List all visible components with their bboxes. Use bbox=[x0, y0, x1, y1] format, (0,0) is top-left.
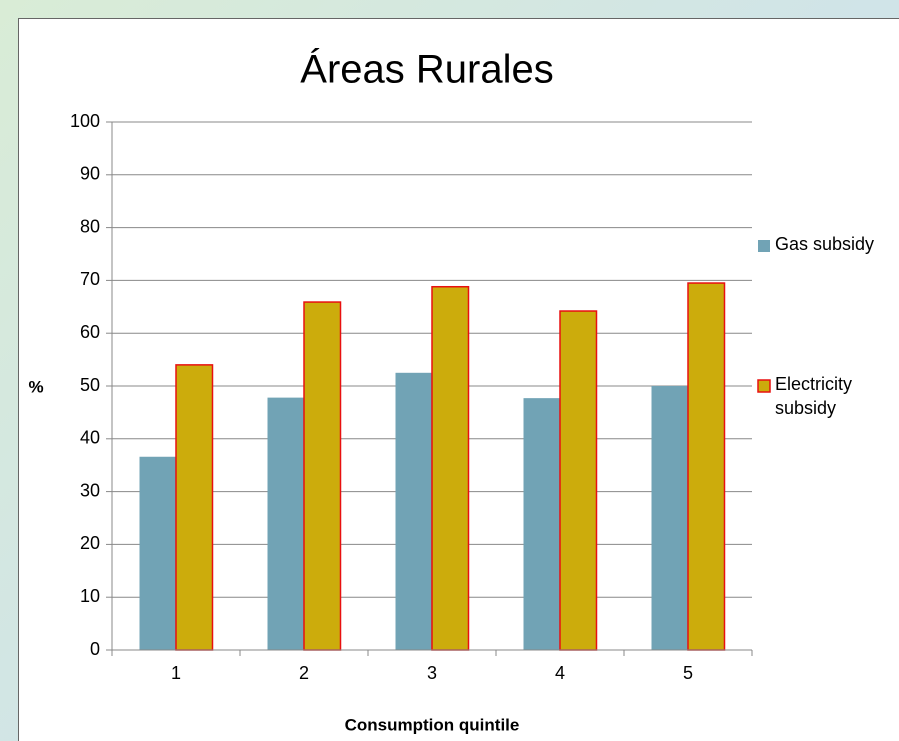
y-tick-label: 80 bbox=[80, 216, 100, 236]
x-tick-label: 4 bbox=[555, 663, 565, 683]
x-tick-label: 2 bbox=[299, 663, 309, 683]
y-tick-label: 70 bbox=[80, 269, 100, 289]
legend-swatch bbox=[757, 379, 771, 393]
bar bbox=[303, 301, 342, 651]
y-axis-label: % bbox=[28, 377, 43, 396]
legend-label: Gas subsidy bbox=[775, 234, 875, 254]
y-tick-label: 0 bbox=[90, 639, 100, 659]
y-tick-label: 60 bbox=[80, 322, 100, 342]
x-axis-label: Consumption quintile bbox=[345, 715, 520, 734]
y-tick-label: 30 bbox=[80, 480, 100, 500]
chart-title: Áreas Rurales bbox=[300, 47, 553, 92]
legend-entry: Gas subsidy bbox=[775, 234, 875, 254]
x-tick-label: 1 bbox=[171, 663, 181, 683]
bar bbox=[431, 285, 470, 651]
x-tick-label: 5 bbox=[683, 663, 693, 683]
y-tick-label: 50 bbox=[80, 375, 100, 395]
legend-label: Electricity subsidy bbox=[775, 374, 853, 418]
y-tick-label: 10 bbox=[80, 586, 100, 606]
legend-entry: Electricity subsidy bbox=[775, 374, 853, 418]
bar bbox=[175, 364, 214, 651]
y-tick-label: 40 bbox=[80, 428, 100, 448]
bar bbox=[523, 398, 560, 650]
bar bbox=[651, 386, 688, 650]
x-tick-label: 3 bbox=[427, 663, 437, 683]
y-tick-label: 20 bbox=[80, 533, 100, 553]
bar bbox=[267, 397, 304, 650]
bar bbox=[559, 310, 598, 651]
y-tick-label: 90 bbox=[80, 164, 100, 184]
y-tick-label: 100 bbox=[70, 111, 100, 131]
bar bbox=[395, 372, 432, 650]
bar bbox=[687, 282, 726, 651]
legend-swatch bbox=[758, 240, 770, 252]
bar bbox=[139, 456, 176, 650]
